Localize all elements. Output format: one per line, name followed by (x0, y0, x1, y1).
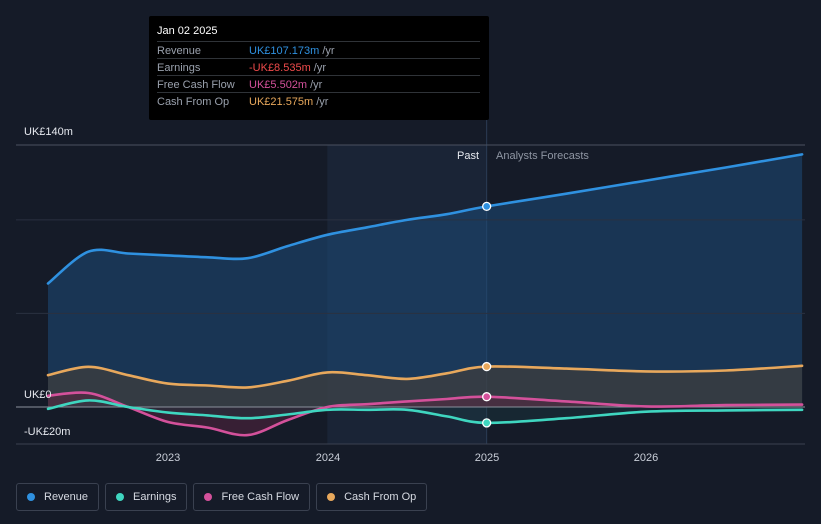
free-cash-flow-area (48, 392, 803, 436)
y-tick-label: UK£0 (24, 389, 52, 401)
revenue-dot-icon (27, 493, 35, 501)
free-cash-flow-marker (482, 392, 492, 402)
tooltip-row-revenue: Revenue UK£107.173m/yr (157, 41, 480, 59)
tooltip-value: UK£107.173m/yr (249, 45, 335, 57)
earnings-dot-icon (116, 493, 125, 501)
tooltip-date: Jan 02 2025 (157, 25, 218, 37)
tooltip-label: Revenue (157, 45, 202, 57)
cash-from-op-dot-icon (327, 493, 336, 501)
legend-item-earnings[interactable]: Earnings (105, 483, 188, 511)
tooltip-value: -UK£8.535m/yr (249, 62, 326, 74)
legend-label: Earnings (133, 491, 177, 503)
free-cash-flow-line (46, 391, 804, 437)
forecast-label: Analysts Forecasts (496, 150, 589, 162)
free-cash-flow-dot-icon (204, 493, 213, 501)
tooltip-value: UK£5.502m/yr (249, 79, 323, 91)
cash-from-op-area (48, 365, 803, 407)
x-tick-label: 2026 (633, 452, 659, 464)
legend-item-revenue[interactable]: Revenue (16, 483, 100, 511)
earnings-marker (482, 418, 492, 428)
tooltip-label: Earnings (157, 62, 201, 74)
legend-label: Cash From Op (344, 491, 417, 503)
x-tick-label: 2023 (155, 452, 181, 464)
legend-label: Revenue (44, 491, 89, 503)
legend-item-cash-from-op[interactable]: Cash From Op (316, 483, 428, 511)
x-tick-label: 2024 (315, 452, 341, 464)
legend-item-free-cash-flow[interactable]: Free Cash Flow (193, 483, 311, 511)
legend-label: Free Cash Flow (221, 491, 300, 503)
tooltip-row-fcf: Free Cash Flow UK£5.502m/yr (157, 75, 480, 93)
legend: Revenue Earnings Free Cash Flow Cash Fro… (16, 483, 428, 511)
y-tick-label: UK£140m (24, 126, 73, 138)
tooltip-label: Cash From Op (157, 96, 230, 108)
tooltip-row-earnings: Earnings -UK£8.535m/yr (157, 58, 480, 76)
x-tick-label: 2025 (474, 452, 500, 464)
y-tick-label: -UK£20m (24, 426, 71, 438)
tooltip-value: UK£21.575m/yr (249, 96, 329, 108)
tooltip-label: Free Cash Flow (157, 79, 235, 91)
revenue-area (48, 154, 803, 407)
tooltip-row-cfo: Cash From Op UK£21.575m/yr (157, 92, 480, 110)
revenue-marker (482, 201, 492, 212)
past-label: Past (457, 150, 480, 162)
cash-from-op-line (46, 364, 804, 389)
cash-from-op-marker (482, 361, 492, 372)
earnings-line (46, 399, 804, 425)
revenue-line (46, 153, 804, 285)
tooltip: Jan 02 2025 Revenue UK£107.173m/yr Earni… (149, 16, 489, 120)
